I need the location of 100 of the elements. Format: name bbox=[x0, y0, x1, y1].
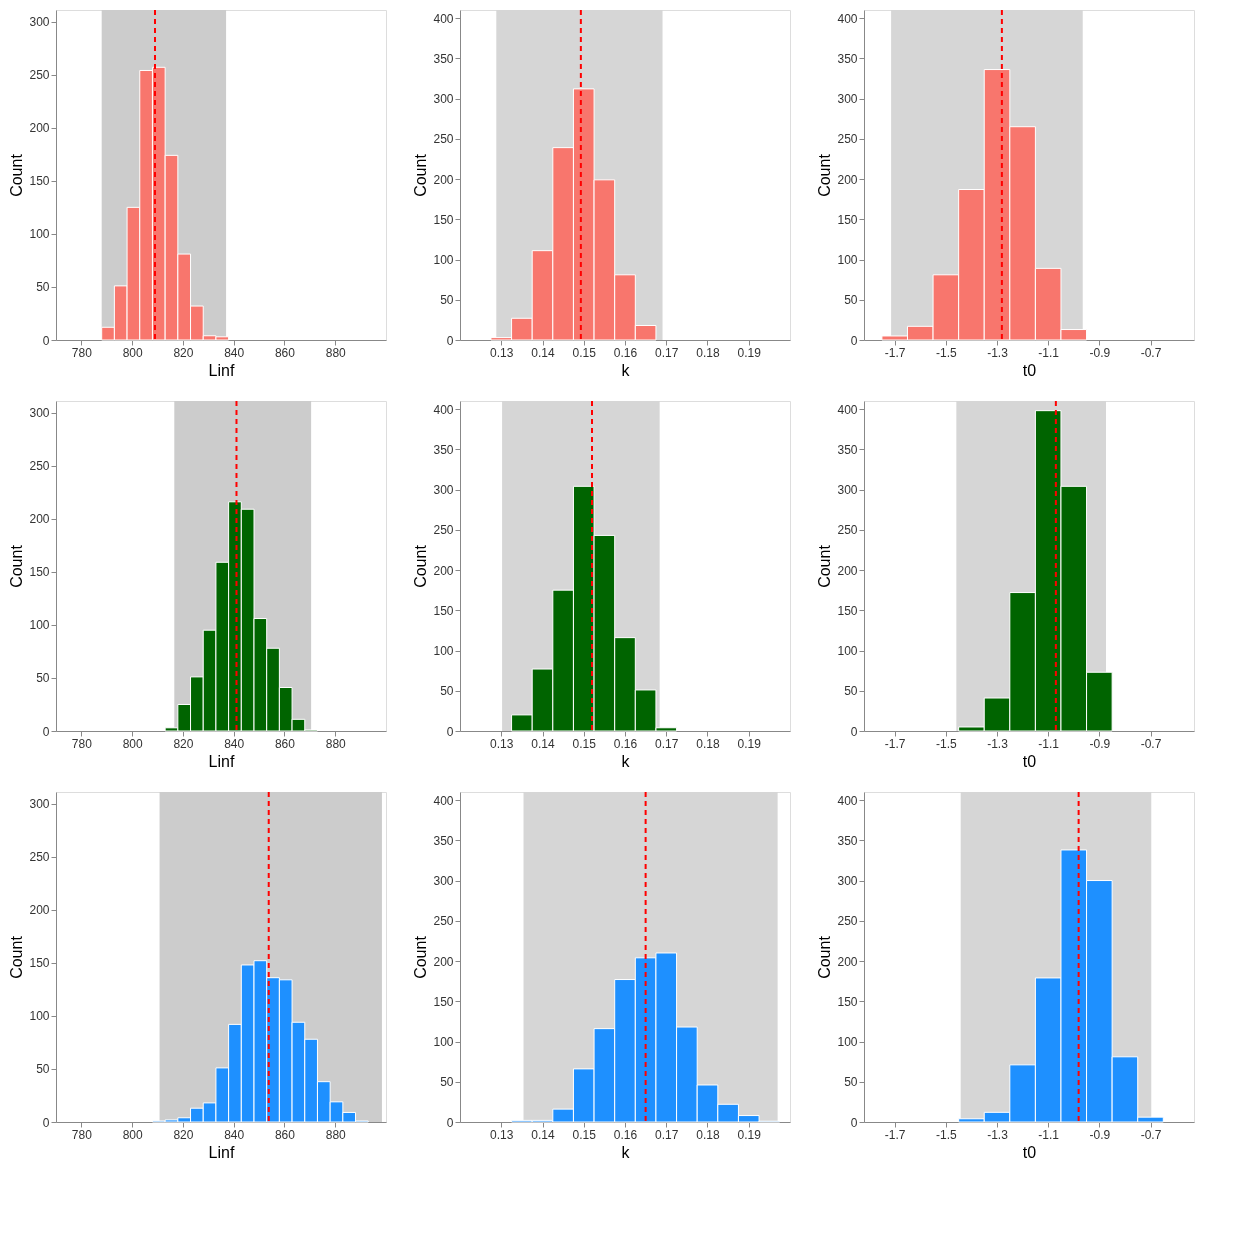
y-tick-label: 150 bbox=[29, 565, 50, 580]
y-axis-title: Count bbox=[412, 544, 430, 588]
y-tick-label: 150 bbox=[837, 603, 858, 618]
x-axis-title: Linf bbox=[208, 361, 235, 379]
y-tick-label: 0 bbox=[850, 1115, 858, 1130]
x-tick-label: 0.18 bbox=[696, 345, 720, 360]
y-tick-label: 400 bbox=[837, 793, 858, 808]
y-tick-label: 150 bbox=[433, 994, 454, 1009]
y-tick-label: 150 bbox=[433, 212, 454, 227]
x-tick-label: 0.13 bbox=[490, 345, 514, 360]
y-tick-label: 150 bbox=[433, 603, 454, 618]
x-tick-label: 880 bbox=[325, 736, 347, 751]
x-tick-label: 800 bbox=[122, 345, 143, 360]
x-tick-label: 0.17 bbox=[655, 736, 679, 751]
x-tick-label: 880 bbox=[325, 345, 347, 360]
y-tick-label: 250 bbox=[837, 132, 858, 147]
y-tick-label: 150 bbox=[29, 174, 50, 189]
y-tick-label: 400 bbox=[837, 11, 858, 26]
x-tick-label: -1.1 bbox=[1038, 736, 1060, 751]
x-tick-label: -1.7 bbox=[884, 345, 906, 360]
y-tick-label: 100 bbox=[433, 1035, 454, 1050]
y-tick-label: 50 bbox=[36, 1062, 50, 1077]
y-axis-title: Count bbox=[8, 153, 26, 197]
x-axis-title: k bbox=[621, 1143, 631, 1161]
y-tick-label: 350 bbox=[837, 51, 858, 66]
y-tick-label: 400 bbox=[433, 793, 454, 808]
y-tick-label: 100 bbox=[837, 1035, 858, 1050]
y-tick-label: 200 bbox=[433, 954, 454, 969]
y-axis-title: Count bbox=[816, 153, 834, 197]
x-tick-label: 0.17 bbox=[655, 1127, 679, 1142]
y-axis-title: Count bbox=[816, 544, 834, 588]
x-tick-label: -0.7 bbox=[1140, 736, 1162, 751]
x-tick-label: 860 bbox=[274, 345, 296, 360]
x-tick-label: 780 bbox=[71, 1127, 93, 1142]
x-tick-label: 0.16 bbox=[613, 345, 638, 360]
y-tick-label: 300 bbox=[837, 92, 858, 107]
x-tick-label: 780 bbox=[71, 345, 93, 360]
y-tick-label: 0 bbox=[850, 724, 858, 739]
x-tick-label: -1.1 bbox=[1038, 345, 1060, 360]
x-tick-label: 0.18 bbox=[696, 736, 720, 751]
x-tick-label: 820 bbox=[173, 736, 194, 751]
y-axis-title: Count bbox=[412, 153, 430, 197]
y-tick-label: 350 bbox=[837, 442, 858, 457]
y-tick-label: 300 bbox=[837, 874, 858, 889]
x-axis-title: t0 bbox=[1022, 752, 1037, 770]
y-tick-label: 200 bbox=[433, 563, 454, 578]
y-tick-label: 400 bbox=[433, 11, 454, 26]
x-tick-label: -0.9 bbox=[1089, 345, 1111, 360]
y-tick-label: 200 bbox=[29, 512, 50, 527]
y-tick-label: 350 bbox=[433, 442, 454, 457]
y-tick-label: 300 bbox=[29, 15, 50, 30]
y-tick-label: 200 bbox=[837, 563, 858, 578]
y-tick-label: 0 bbox=[42, 333, 50, 348]
y-tick-label: 250 bbox=[433, 914, 454, 929]
y-tick-label: 50 bbox=[36, 280, 50, 295]
x-axis-title: t0 bbox=[1022, 361, 1037, 379]
x-tick-label: -1.7 bbox=[884, 1127, 906, 1142]
y-tick-label: 50 bbox=[844, 1075, 858, 1090]
y-axis-title: Count bbox=[8, 935, 26, 979]
x-tick-label: -0.7 bbox=[1140, 345, 1162, 360]
x-axis-title: Linf bbox=[208, 752, 235, 770]
y-tick-label: 150 bbox=[837, 212, 858, 227]
x-tick-label: 0.14 bbox=[531, 345, 555, 360]
x-tick-label: 0.15 bbox=[572, 736, 597, 751]
y-tick-label: 300 bbox=[29, 797, 50, 812]
y-tick-label: 350 bbox=[433, 833, 454, 848]
y-tick-label: 150 bbox=[29, 956, 50, 971]
x-tick-label: 0.16 bbox=[613, 1127, 638, 1142]
y-tick-label: 0 bbox=[446, 724, 454, 739]
x-tick-label: 800 bbox=[122, 1127, 143, 1142]
y-tick-label: 350 bbox=[433, 51, 454, 66]
y-tick-label: 350 bbox=[837, 833, 858, 848]
y-axis-title: Count bbox=[816, 935, 834, 979]
x-tick-label: -1.5 bbox=[936, 736, 958, 751]
x-tick-label: -0.7 bbox=[1140, 1127, 1162, 1142]
y-tick-label: 200 bbox=[837, 172, 858, 187]
y-tick-label: 250 bbox=[29, 459, 50, 474]
x-tick-label: 0.14 bbox=[531, 1127, 555, 1142]
x-tick-label: 780 bbox=[71, 736, 93, 751]
y-tick-label: 100 bbox=[29, 227, 50, 242]
y-tick-label: 250 bbox=[837, 914, 858, 929]
y-tick-label: 0 bbox=[42, 1115, 50, 1130]
x-tick-label: 0.17 bbox=[655, 345, 679, 360]
x-tick-label: -1.3 bbox=[987, 1127, 1009, 1142]
x-tick-label: -1.5 bbox=[936, 1127, 958, 1142]
y-tick-label: 400 bbox=[433, 402, 454, 417]
y-tick-label: 200 bbox=[29, 903, 50, 918]
y-tick-label: 50 bbox=[440, 293, 454, 308]
x-axis-title: Linf bbox=[208, 1143, 235, 1161]
y-tick-label: 200 bbox=[29, 121, 50, 136]
x-tick-label: 0.13 bbox=[490, 1127, 514, 1142]
x-tick-label: -0.9 bbox=[1089, 1127, 1111, 1142]
x-tick-label: 0.14 bbox=[531, 736, 555, 751]
y-tick-label: 100 bbox=[837, 644, 858, 659]
x-axis-title: k bbox=[621, 752, 631, 770]
x-tick-label: 0.19 bbox=[737, 1127, 762, 1142]
x-tick-label: 820 bbox=[173, 1127, 194, 1142]
y-tick-label: 0 bbox=[446, 333, 454, 348]
y-tick-label: 250 bbox=[29, 850, 50, 865]
y-tick-label: 300 bbox=[433, 92, 454, 107]
